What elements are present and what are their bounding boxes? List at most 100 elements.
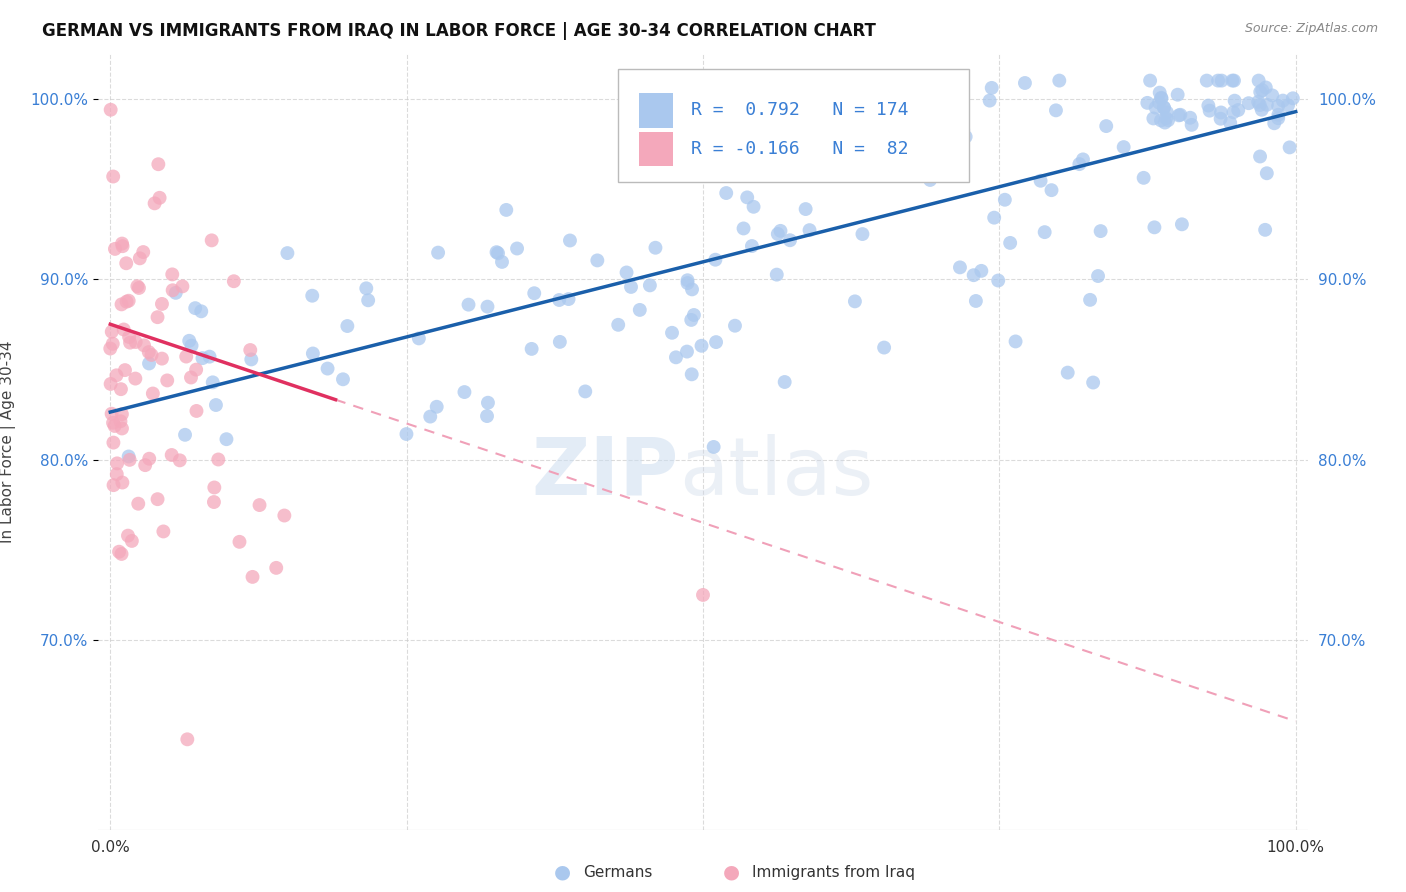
Point [427, 245, 450, 260]
Point [111, 421, 134, 435]
Point [176, 732, 198, 747]
Point [1087, 268, 1109, 283]
Point [184, 301, 207, 315]
Point [794, 202, 817, 216]
Point [761, 165, 783, 179]
Point [830, 136, 852, 150]
Bar [638, 131, 673, 167]
Point [172, 279, 194, 293]
Point [1206, 73, 1229, 87]
Point [1150, 91, 1173, 105]
Point [661, 326, 683, 340]
Point [955, 129, 977, 144]
Point [115, 294, 138, 309]
Point [1071, 153, 1094, 167]
Point [128, 281, 150, 295]
Text: atlas: atlas [679, 434, 873, 512]
Point [681, 368, 703, 382]
Point [1095, 119, 1118, 133]
Point [1278, 140, 1301, 154]
Point [332, 372, 354, 386]
Text: ●: ● [723, 863, 740, 882]
Point [150, 297, 173, 311]
Point [100, 376, 122, 391]
Point [965, 293, 987, 308]
Y-axis label: In Labor Force | Age 30-34: In Labor Force | Age 30-34 [0, 340, 15, 543]
Point [676, 273, 699, 287]
Point [1040, 183, 1063, 197]
Point [879, 146, 901, 161]
Point [692, 588, 714, 602]
Point [111, 239, 134, 253]
Point [898, 145, 921, 159]
Point [174, 350, 197, 364]
Point [638, 278, 661, 293]
Point [704, 252, 727, 267]
Point [1249, 98, 1271, 112]
Point [148, 157, 170, 171]
Text: ●: ● [554, 863, 571, 882]
Point [426, 400, 449, 414]
Point [152, 524, 174, 539]
Point [703, 440, 725, 454]
Point [118, 330, 141, 344]
Point [186, 362, 208, 376]
Point [1267, 99, 1289, 113]
Point [557, 292, 579, 306]
Point [1211, 73, 1233, 87]
Point [1144, 101, 1167, 115]
Point [1004, 334, 1026, 349]
Point [1222, 105, 1244, 120]
Point [1157, 113, 1180, 128]
Point [201, 376, 224, 390]
Point [1069, 157, 1091, 171]
Point [765, 268, 787, 282]
Point [180, 338, 202, 352]
Point [704, 335, 727, 350]
Point [1045, 103, 1067, 118]
Point [952, 123, 974, 137]
Point [477, 395, 499, 409]
Point [264, 561, 287, 575]
Point [134, 458, 156, 472]
Point [1254, 223, 1277, 237]
Point [1056, 366, 1078, 380]
Point [1197, 98, 1219, 112]
Point [520, 342, 543, 356]
Point [1153, 101, 1175, 115]
Point [949, 260, 972, 275]
Point [681, 282, 703, 296]
Point [1267, 108, 1289, 122]
Point [733, 221, 755, 235]
Point [558, 234, 581, 248]
Point [735, 190, 758, 204]
Point [114, 363, 136, 377]
Point [1247, 73, 1270, 87]
Point [1132, 170, 1154, 185]
Point [620, 280, 643, 294]
Point [115, 256, 138, 270]
Point [408, 331, 430, 345]
Point [1143, 220, 1166, 235]
Point [759, 128, 782, 143]
Point [548, 334, 571, 349]
Point [1223, 94, 1246, 108]
Point [1167, 87, 1189, 102]
Point [994, 193, 1017, 207]
Point [1277, 98, 1299, 112]
Point [858, 150, 880, 164]
Point [665, 351, 688, 365]
Point [276, 246, 298, 260]
Point [105, 456, 128, 470]
Point [205, 398, 228, 412]
Point [1263, 116, 1285, 130]
Point [1167, 108, 1189, 122]
Point [110, 382, 132, 396]
Point [1029, 174, 1052, 188]
Point [1154, 112, 1177, 126]
Point [174, 427, 197, 442]
Point [242, 570, 264, 584]
Point [681, 313, 703, 327]
Point [1209, 105, 1232, 120]
Text: ZIP: ZIP [531, 434, 679, 512]
